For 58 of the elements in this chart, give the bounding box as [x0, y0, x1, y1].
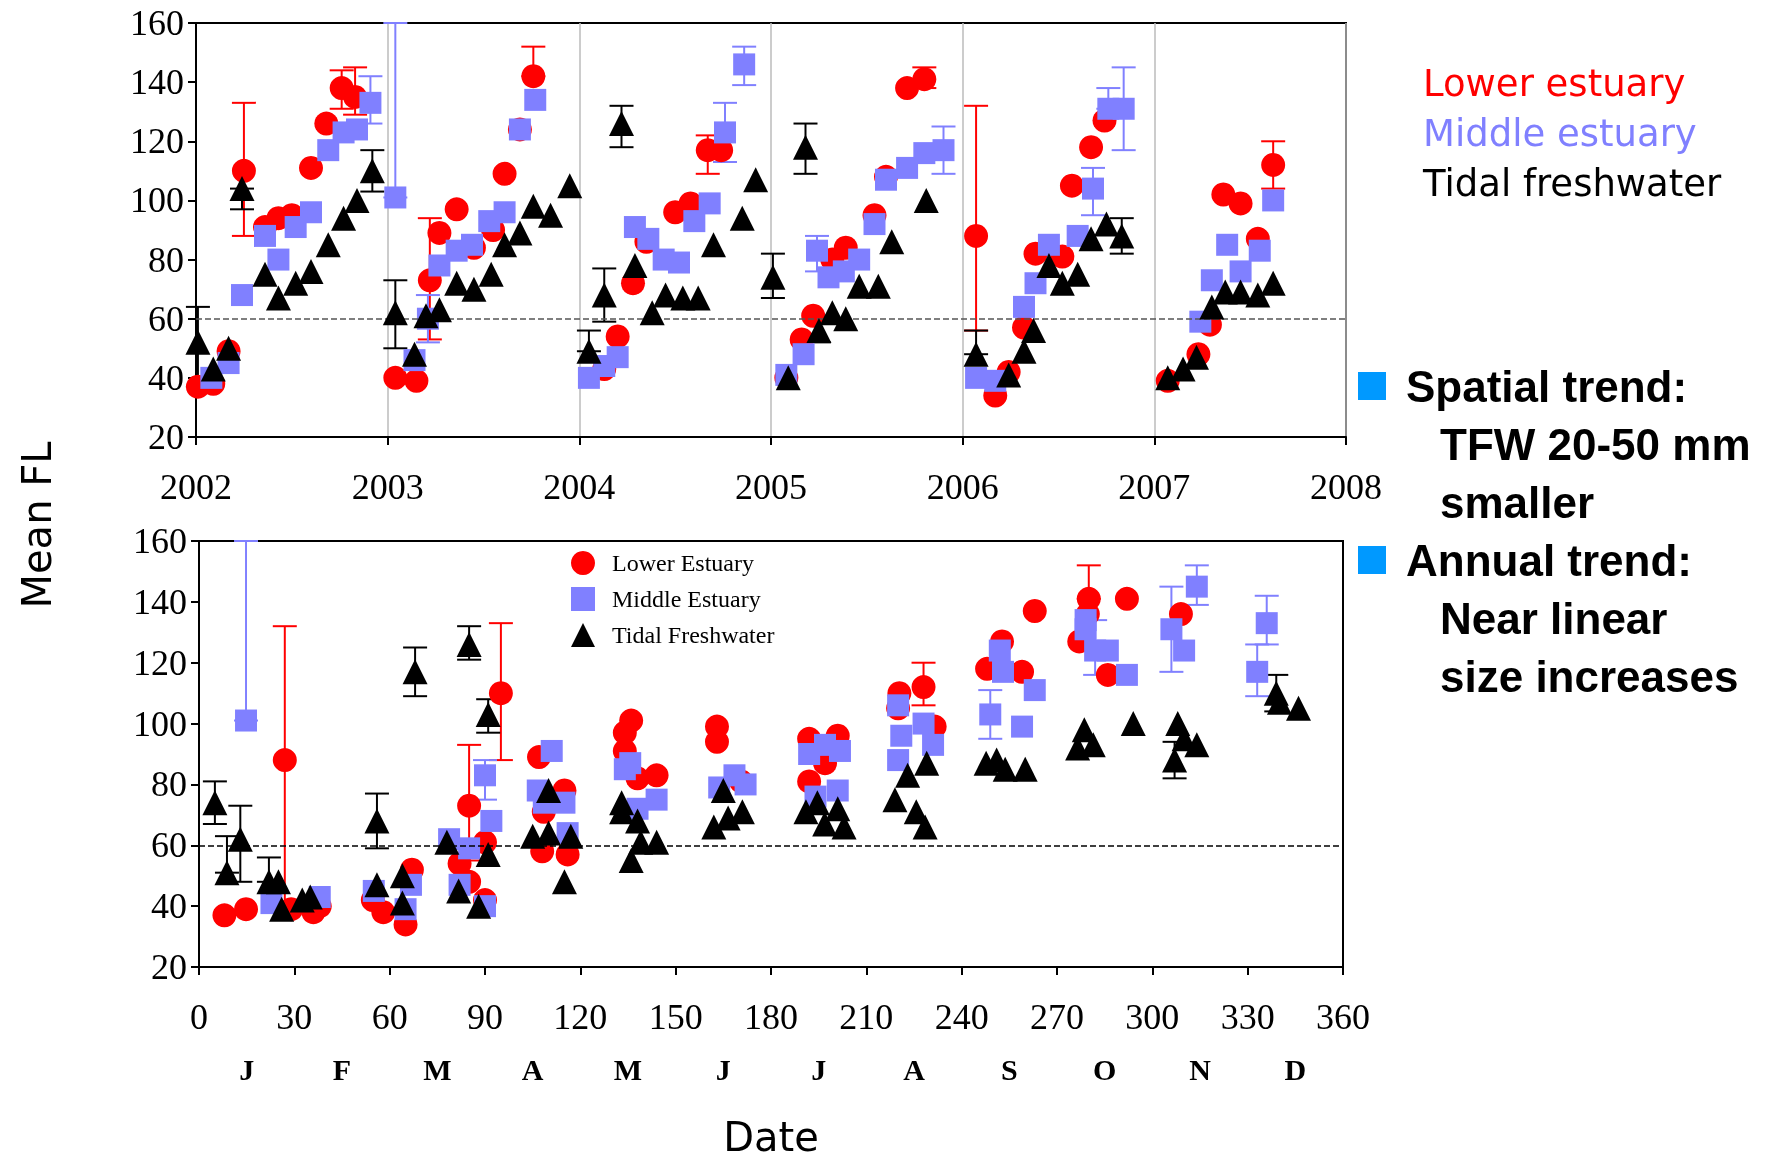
x-tick-label: 30 [276, 997, 313, 1037]
x-tick-label: 2004 [543, 467, 616, 507]
text: Annual trend: Near linear size increases [1406, 535, 1739, 703]
y-tick-label: 20 [151, 947, 187, 987]
text: M [423, 1053, 452, 1087]
x-tick-label: 360 [1316, 997, 1370, 1037]
text: J [811, 1053, 827, 1087]
y-tick-label: 60 [151, 825, 187, 866]
text: D [1284, 1053, 1307, 1087]
x-tick-label: 270 [1030, 997, 1084, 1037]
text: A [521, 1053, 544, 1087]
x-tick-label: 0 [190, 997, 208, 1037]
text: S [1000, 1053, 1018, 1087]
text: O [1092, 1053, 1117, 1087]
y-tick-label: 40 [151, 886, 187, 927]
text: N [1189, 1053, 1211, 1087]
y-tick-label: 80 [148, 239, 184, 280]
legend-label: Middle Estuary [612, 586, 761, 612]
x-tick-label: 2008 [1310, 467, 1382, 507]
text: Lower estuary [1423, 62, 1686, 105]
x-tick-label: 150 [648, 997, 703, 1037]
x-axis-title: Date [723, 1114, 819, 1160]
x-tick-label: 180 [744, 997, 798, 1037]
x-tick-label: 120 [553, 997, 608, 1037]
legend-label: Tidal Freshwater [612, 622, 775, 648]
y-tick-label: 120 [133, 642, 187, 683]
x-tick-label: 2002 [160, 467, 232, 507]
y-tick-label: 20 [148, 417, 184, 457]
y-tick-label: 140 [130, 62, 184, 103]
y-axis-title: Mean FL [14, 441, 60, 609]
y-tick-label: 40 [148, 357, 184, 398]
text: Middle estuary [1423, 112, 1697, 155]
x-tick-label: 2003 [351, 467, 424, 507]
y-tick-label: 120 [130, 121, 184, 162]
y-tick-label: 100 [130, 180, 184, 221]
text: F [332, 1053, 352, 1087]
x-tick-label: 90 [467, 997, 503, 1037]
text: J [239, 1053, 255, 1087]
y-tick-label: 80 [151, 764, 187, 805]
x-tick-label: 240 [934, 997, 989, 1037]
y-tick-label: 140 [133, 581, 187, 622]
y-tick-label: 160 [130, 3, 184, 43]
x-tick-label: 2006 [926, 467, 999, 507]
legend-label: Lower Estuary [612, 550, 754, 576]
text: M [613, 1053, 643, 1087]
y-tick-label: 100 [133, 703, 187, 744]
x-tick-label: 60 [371, 997, 408, 1037]
y-tick-label: 160 [133, 521, 187, 561]
x-tick-label: 2007 [1118, 467, 1191, 507]
text: A [903, 1053, 925, 1087]
x-tick-label: 2005 [735, 467, 807, 507]
text: Spatial trend: TFW 20-50 mm smaller [1406, 361, 1751, 529]
y-tick-label: 60 [148, 298, 184, 339]
x-tick-label: 300 [1125, 997, 1180, 1037]
x-tick-label: 330 [1220, 997, 1275, 1037]
text: J [715, 1053, 731, 1087]
x-tick-label: 210 [839, 997, 894, 1037]
text: Tidal freshwater [1422, 162, 1723, 205]
